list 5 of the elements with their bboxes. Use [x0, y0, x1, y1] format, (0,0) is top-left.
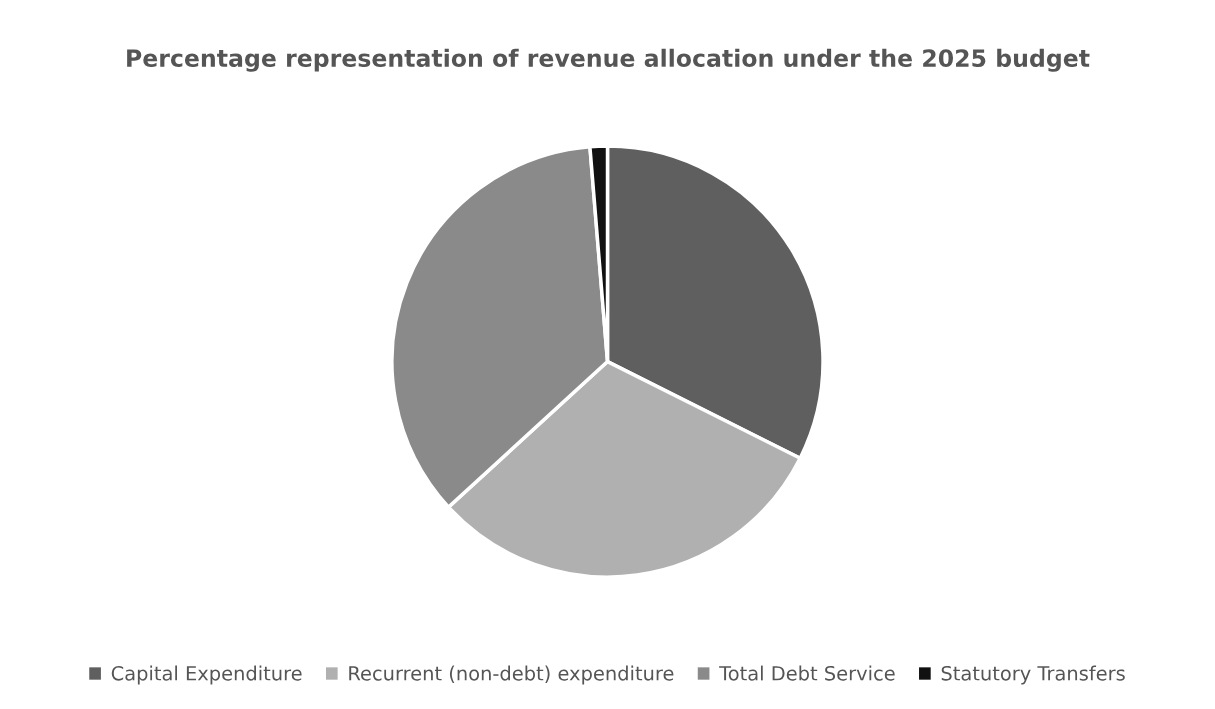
legend-label: Total Debt Service	[719, 665, 895, 681]
chart-title: Percentage representation of revenue allocation under the 2025 budget	[127, 48, 1090, 72]
legend-label: Statutory Transfers	[941, 665, 1125, 685]
legend-label: Capital Expenditure	[111, 665, 302, 685]
legend-label: Recurrent (non-debt) expenditure	[349, 665, 674, 685]
